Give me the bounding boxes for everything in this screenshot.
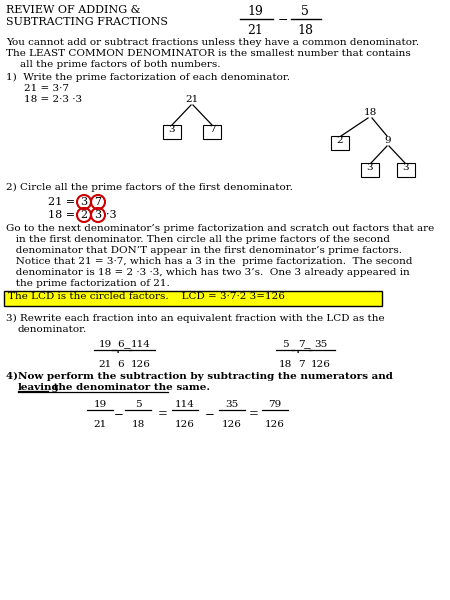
Text: leaving: leaving: [18, 383, 59, 392]
Text: 21: 21: [247, 24, 263, 37]
Text: 35: 35: [225, 400, 238, 409]
Text: ·: ·: [116, 346, 120, 360]
Text: 18: 18: [364, 108, 377, 117]
Text: 126: 126: [175, 420, 195, 429]
Bar: [361, 163, 379, 177]
Text: 3: 3: [367, 163, 374, 172]
Text: 4): 4): [6, 372, 22, 381]
Text: 21: 21: [185, 95, 198, 104]
Text: 18 = 2·3 ·3: 18 = 2·3 ·3: [24, 95, 82, 104]
Text: 114: 114: [175, 400, 195, 409]
Text: −: −: [205, 407, 215, 420]
Text: 19: 19: [94, 400, 107, 409]
Bar: [203, 125, 221, 139]
Text: 18 =: 18 =: [48, 210, 75, 220]
Text: 3: 3: [94, 210, 102, 220]
Text: denominator is 18 = 2 ·3 ·3, which has two 3’s.  One 3 already appeared in: denominator is 18 = 2 ·3 ·3, which has t…: [6, 268, 410, 277]
Text: 79: 79: [268, 400, 282, 409]
Text: 18: 18: [131, 420, 144, 429]
Text: the denominator the same.: the denominator the same.: [50, 383, 210, 392]
Bar: [163, 125, 181, 139]
Text: 6: 6: [118, 360, 124, 369]
Text: 3: 3: [403, 163, 410, 172]
Text: =: =: [249, 407, 259, 420]
Text: 18: 18: [297, 24, 313, 37]
Text: 7: 7: [298, 340, 304, 349]
Text: 5: 5: [135, 400, 141, 409]
Text: 35: 35: [315, 340, 328, 349]
Text: denominator that DON’T appear in the first denominator’s prime factors.: denominator that DON’T appear in the fir…: [6, 246, 402, 255]
Text: 7: 7: [94, 197, 102, 207]
Text: 5: 5: [282, 340, 288, 349]
Text: 2) Circle all the prime factors of the first denominator.: 2) Circle all the prime factors of the f…: [6, 183, 293, 192]
Text: 126: 126: [265, 420, 285, 429]
Text: 2: 2: [81, 210, 88, 220]
Text: The LCD is the circled factors.    LCD = 3·7·2 3=126: The LCD is the circled factors. LCD = 3·…: [8, 292, 285, 301]
Text: 3) Rewrite each fraction into an equivalent fraction with the LCD as the: 3) Rewrite each fraction into an equival…: [6, 314, 385, 323]
Text: 3: 3: [81, 197, 88, 207]
Bar: [397, 163, 415, 177]
Text: 9: 9: [385, 136, 392, 145]
Text: 21: 21: [94, 420, 107, 429]
Text: REVIEW OF ADDING &: REVIEW OF ADDING &: [6, 5, 140, 15]
Text: 7: 7: [298, 360, 304, 369]
Bar: [331, 136, 349, 150]
Text: Now perform the subtraction by subtracting the numerators and: Now perform the subtraction by subtracti…: [18, 372, 396, 381]
Text: 3: 3: [169, 125, 176, 134]
Text: SUBTRACTING FRACTIONS: SUBTRACTING FRACTIONS: [6, 17, 168, 27]
Text: 21: 21: [99, 360, 112, 369]
Text: 21 = 3·7: 21 = 3·7: [24, 84, 69, 93]
Text: =: =: [158, 407, 168, 420]
Text: 114: 114: [131, 340, 151, 349]
Text: ·: ·: [296, 346, 300, 360]
Text: Notice that 21 = 3·7, which has a 3 in the  prime factorization.  The second: Notice that 21 = 3·7, which has a 3 in t…: [6, 257, 413, 266]
Text: 19: 19: [247, 5, 263, 18]
Text: in the first denominator. Then circle all the prime factors of the second: in the first denominator. Then circle al…: [6, 235, 390, 244]
Text: ·3: ·3: [106, 210, 117, 220]
Text: the prime factorization of 21.: the prime factorization of 21.: [6, 279, 170, 288]
Text: 6: 6: [118, 340, 124, 349]
Text: 126: 126: [131, 360, 151, 369]
Text: Go to the next denominator’s prime factorization and scratch out factors that ar: Go to the next denominator’s prime facto…: [6, 224, 434, 233]
Text: 5: 5: [301, 5, 309, 18]
Text: 18: 18: [279, 360, 292, 369]
Text: 19: 19: [99, 340, 112, 349]
Text: 126: 126: [311, 360, 331, 369]
Text: denominator.: denominator.: [18, 325, 87, 334]
Text: You cannot add or subtract fractions unless they have a common denominator.: You cannot add or subtract fractions unl…: [6, 38, 419, 47]
Bar: [4, 291, 382, 306]
Text: 1)  Write the prime factorization of each denominator.: 1) Write the prime factorization of each…: [6, 73, 290, 82]
Text: =: =: [122, 346, 131, 355]
Text: 7: 7: [209, 125, 215, 134]
Text: The LEAST COMMON DENOMINATOR is the smallest number that contains: The LEAST COMMON DENOMINATOR is the smal…: [6, 49, 411, 58]
Text: −: −: [114, 407, 124, 420]
Text: 126: 126: [222, 420, 242, 429]
Text: =: =: [302, 346, 311, 355]
Text: all the prime factors of both numbers.: all the prime factors of both numbers.: [20, 60, 220, 69]
Text: 2: 2: [337, 136, 343, 145]
Text: −: −: [278, 14, 288, 27]
Text: 21 =: 21 =: [48, 197, 75, 207]
